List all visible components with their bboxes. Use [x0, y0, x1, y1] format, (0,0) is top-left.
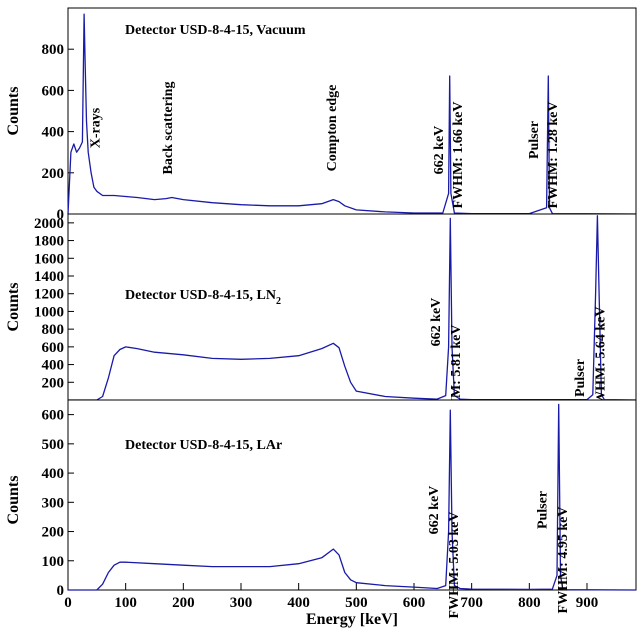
plot-frame: [67, 7, 637, 215]
y-tick-label: 400: [42, 358, 65, 374]
y-tick-label: 800: [42, 42, 65, 58]
y-tick-label: 200: [42, 166, 65, 182]
x-tick-label: 300: [230, 595, 253, 611]
y-ticks: 0 100 200 300 400 500 600: [42, 408, 74, 599]
y-tick-label: 1200: [34, 287, 64, 303]
annotation-label: Pulser: [536, 491, 551, 529]
x-axis-label: Energy [keV]: [306, 611, 398, 628]
chart-title-subscript: 2: [276, 296, 281, 307]
y-tick-label: 500: [42, 437, 65, 453]
chart-title-main: Detector USD-8-4-15, LN: [125, 288, 276, 303]
y-tick-label: 200: [42, 525, 65, 541]
x-tick-label: 500: [345, 595, 368, 611]
y-tick-label: 1000: [34, 304, 64, 320]
y-tick-label: 1400: [34, 269, 64, 285]
annotation-label: Compton edge: [325, 85, 340, 172]
y-tick-label: 300: [42, 495, 65, 511]
plot-frame: [67, 213, 637, 401]
x-tick-label: 200: [172, 595, 195, 611]
y-axis-label: Counts: [5, 87, 22, 136]
chart-title: Detector USD-8-4-15, LAr: [125, 438, 282, 453]
annotation-label: Pulser: [573, 359, 588, 397]
y-tick-label: 1600: [34, 251, 64, 267]
y-tick-label: 100: [42, 554, 65, 570]
annotation-label: Back scattering: [161, 82, 176, 175]
y-axis-label: Counts: [5, 476, 22, 525]
y-tick-label: 600: [42, 83, 65, 99]
y-tick-label: 200: [42, 375, 65, 391]
y-tick-label: 600: [42, 340, 65, 356]
annotation-label: FWHM: 4.95 keV: [556, 507, 571, 614]
chart-title: Detector USD-8-4-15, LN2: [125, 288, 281, 307]
y-ticks: 0 200 400 600 800: [42, 42, 74, 223]
spectrum-line: [68, 403, 637, 591]
annotations: X-rays Back scattering Compton edge 662 keV…: [89, 82, 561, 209]
annotation-label: 662 keV: [429, 298, 444, 347]
spectrum-line: [67, 13, 637, 215]
annotation-label: FWHM: 5.03 keV: [447, 512, 462, 619]
x-tick-label: 0: [64, 595, 72, 611]
y-tick-label: 400: [42, 466, 65, 482]
y-tick-label: 1800: [34, 234, 64, 250]
annotation-label: 662 keV: [427, 486, 442, 535]
annotations: 662 keV FWHM: 5.03 keV Pulser FWHM: 4.95 ke…: [427, 486, 571, 619]
x-tick-label: 600: [403, 595, 426, 611]
plot-frame: [67, 399, 637, 591]
y-tick-label: 600: [42, 408, 65, 424]
y-tick-label: 2000: [34, 216, 64, 232]
annotation-label: FWHM: 1.28 keV: [546, 102, 561, 209]
y-tick-label: 0: [57, 583, 65, 599]
x-tick-label: 900: [576, 595, 599, 611]
annotation-label: Pulser: [527, 121, 542, 159]
panel-lar: 0 100 200 300 400 500 600 0 100 200 300 400 500 600 7…: [5, 399, 637, 628]
x-tick-label: 400: [287, 595, 310, 611]
spectrum-line: [68, 215, 637, 401]
x-tick-label: 700: [460, 595, 483, 611]
x-tick-label: 800: [518, 595, 541, 611]
chart-title: Detector USD-8-4-15, Vacuum: [125, 23, 306, 38]
y-axis-label: Counts: [5, 283, 22, 332]
y-tick-label: 400: [42, 125, 65, 141]
annotation-label: 662 keV: [432, 126, 447, 175]
x-ticks: 0 100 200 300 400 500 600 700 800 900: [64, 583, 598, 611]
y-tick-label: 800: [42, 322, 65, 338]
annotation-label: FWHM: 5.64 keV: [593, 307, 608, 414]
x-tick-label: 100: [114, 595, 137, 611]
y-tick-label: 0: [57, 207, 65, 223]
annotation-label: FWHM: 1.66 keV: [451, 102, 466, 209]
annotation-label: X-rays: [89, 107, 104, 148]
panel-vacuum: 0 200 400 600 800 Counts Detector USD-8-4-15…: [5, 7, 637, 223]
